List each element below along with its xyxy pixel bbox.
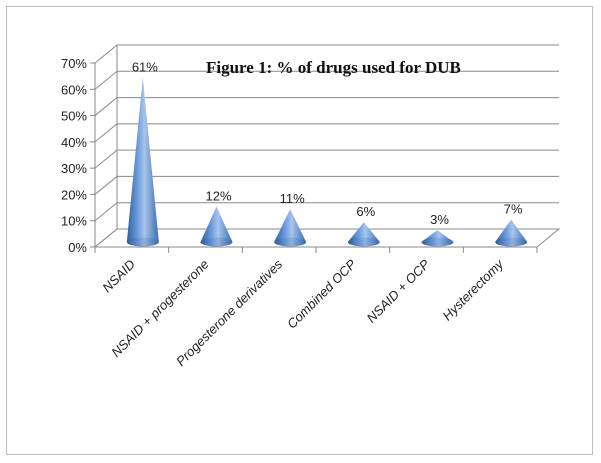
gridline-side: [94, 123, 118, 143]
cone-body: [126, 77, 159, 247]
y-tick-label: 20%: [61, 187, 87, 202]
gridline-side: [94, 228, 118, 248]
cone-base: [421, 237, 454, 247]
cone-nsaid-progesterone: [200, 206, 233, 247]
y-tick-label: 30%: [61, 161, 87, 176]
cone-base: [347, 237, 380, 247]
data-label: 6%: [356, 204, 375, 219]
cone-base: [126, 237, 159, 247]
cone-combined-ocp: [347, 222, 380, 247]
gridline-side: [94, 70, 118, 90]
cone-nsaid-ocp: [421, 230, 454, 247]
y-tick-label: 10%: [61, 214, 87, 229]
category-label: NSAID + OCP: [364, 256, 433, 325]
y-tick-label: 60%: [61, 82, 87, 97]
category-label: NSAID: [99, 257, 138, 296]
category-label: Combined OCP: [284, 256, 359, 331]
cone-base: [495, 237, 528, 247]
gridline-side: [94, 44, 118, 64]
category-label: Hysterectomy: [439, 255, 507, 323]
cone-base: [274, 237, 307, 247]
data-label: 61%: [132, 60, 158, 75]
y-axis-tick-labels: 0% 10% 20% 30% 40% 50% 60% 70%: [61, 56, 87, 255]
gridlines: [90, 44, 559, 253]
chart-title: Figure 1: % of drugs used for DUB: [206, 58, 461, 77]
data-label: 3%: [430, 212, 449, 227]
cone-hysterectomy: [495, 219, 528, 247]
data-label: 12%: [205, 188, 231, 203]
data-labels: 61% 12% 11% 6% 3% 7%: [132, 60, 523, 227]
cone-body: [200, 206, 233, 247]
chart-frame: 0% 10% 20% 30% 40% 50% 60% 70% 61% 12% 11% 6% 3% 7% …: [6, 6, 593, 455]
gridline-side: [94, 202, 118, 222]
y-tick-label: 0%: [68, 240, 87, 255]
gridline-side: [94, 97, 118, 116]
data-label: 7%: [504, 202, 523, 217]
data-label: 11%: [280, 191, 305, 206]
y-tick-label: 70%: [61, 56, 87, 71]
cone-nsaid: [126, 77, 159, 247]
floor: [93, 228, 561, 248]
cone-series: [126, 77, 528, 247]
cone-base: [200, 237, 233, 247]
cone-body: [274, 209, 307, 247]
y-tick-label: 40%: [61, 135, 87, 150]
gridline-side: [94, 149, 118, 169]
gridline-side: [94, 176, 118, 195]
cone-progesterone-derivatives: [274, 209, 307, 247]
y-tick-label: 50%: [61, 109, 87, 124]
chart-svg: 0%10%20%30%40%50%60%70% 61%12% 11%6%3%7% …: [61, 44, 561, 369]
